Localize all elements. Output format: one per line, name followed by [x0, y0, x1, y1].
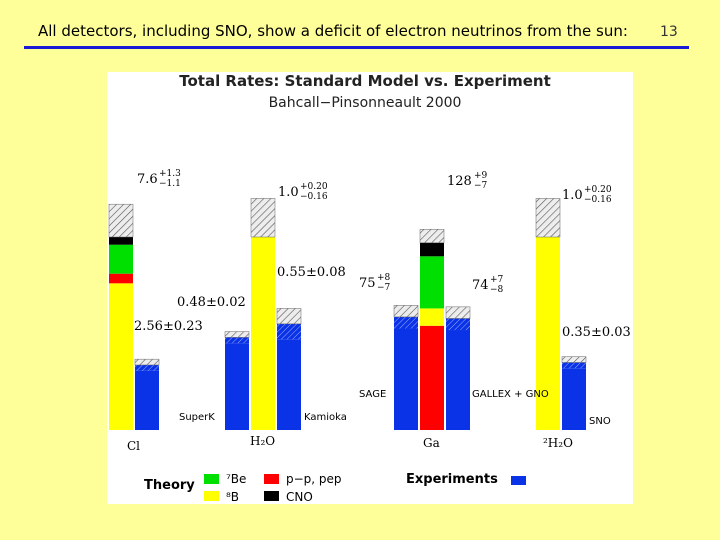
exp-err-low-1-1 [277, 323, 301, 340]
legend-swatch-cno [264, 491, 279, 501]
theory-bar-0-be7 [109, 244, 133, 274]
sage-exp-sub: −7 [377, 283, 391, 293]
h2o-theory-sup: +0.20 [300, 182, 328, 192]
cl-exp-label: 2.56±0.23 [134, 319, 203, 334]
exp-bar-2-0 [394, 328, 418, 430]
theory-bar-0-cno [109, 237, 133, 245]
legend-theory-label: Theory [144, 478, 195, 493]
legend-swatch-experiment [511, 476, 526, 485]
sno-theory-sub: −0.16 [584, 195, 612, 205]
cl-theory-sup: +1.3 [159, 169, 181, 179]
chart-panel: Total Rates: Standard Model vs. Experime… [107, 72, 633, 504]
ga-theory-sub: −7 [474, 181, 488, 191]
gallex-name-text: GALLEX + GNO [472, 389, 549, 400]
h2o-theory-sub: −0.16 [300, 192, 328, 202]
theory-bar-0-b8 [109, 283, 133, 430]
theory-bar-0-pp [109, 273, 133, 284]
ga-theory-label: 128 [447, 174, 472, 189]
exp-err-high-3-0 [561, 356, 587, 363]
legend-label-b8: ⁸B [226, 490, 239, 504]
exp-err-low-1-0 [225, 337, 249, 344]
exp-err-low-3-0 [562, 362, 586, 369]
sno-theory-label: 1.0 [562, 188, 583, 203]
cl-theory-sub: −1.1 [159, 179, 181, 189]
exp-bar-0-0 [135, 370, 159, 430]
h2o-group-label: H₂O [250, 434, 275, 448]
chart-subtitle: Bahcall−Pinsonneault 2000 [269, 95, 462, 111]
cl-group-label: Cl [127, 439, 140, 453]
legend-label-be7: ⁷Be [226, 472, 246, 486]
gallex-exp-sub: −8 [490, 285, 504, 295]
legend-experiments-label: Experiments [406, 472, 498, 487]
sno-name: SNO [589, 416, 611, 427]
sage-exp-label: 75 [359, 276, 376, 291]
page-number: 13 [660, 24, 678, 40]
theory-bar-1-b8 [251, 237, 275, 430]
exp-err-low-2-0 [394, 316, 418, 329]
gallex-exp-sup: +7 [490, 275, 504, 285]
exp-bar-1-0 [225, 343, 249, 430]
gallex-exp-label: 74 [472, 278, 489, 293]
bars-layer [108, 198, 587, 430]
legend-swatch-pp [264, 474, 279, 484]
legend: Theory ⁷Be p−p, pep ⁸B CNO Experiments [144, 472, 526, 504]
sage-exp-sup: +8 [377, 273, 391, 283]
theory-bar-2-b8 [420, 308, 444, 326]
exp-err-high-1-0 [224, 331, 250, 338]
theory-unc-3 [535, 198, 561, 238]
kamioka-exp-label: 0.55±0.08 [277, 265, 346, 280]
legend-swatch-b8 [204, 491, 219, 501]
slide-title: All detectors, including SNO, show a def… [38, 22, 628, 40]
exp-err-high-2-0 [393, 305, 419, 318]
sno-theory-sup: +0.20 [584, 185, 612, 195]
sage-name: SAGE [359, 389, 386, 400]
superk-name: SuperK [179, 412, 215, 423]
theory-bar-2-cno [420, 242, 444, 257]
labels-layer: 7.6 +1.3 −1.1 2.56±0.23 Cl 1.0 +0.20 −0.… [127, 169, 631, 453]
title-rule [24, 46, 689, 49]
theory-bar-3-b8 [536, 237, 560, 430]
chart-title: Total Rates: Standard Model vs. Experime… [179, 72, 551, 90]
chart-svg: Total Rates: Standard Model vs. Experime… [108, 72, 631, 504]
exp-err-high-1-1 [276, 308, 302, 325]
h2o-theory-label: 1.0 [278, 185, 299, 200]
cl-theory-label: 7.6 [137, 172, 158, 187]
exp-bar-1-1 [277, 339, 301, 430]
exp-err-low-2-1 [446, 318, 470, 331]
sno-group-label: ²H₂O [543, 436, 573, 450]
theory-unc-1 [250, 198, 276, 238]
exp-bar-3-0 [562, 368, 586, 430]
superk-exp-label: 0.48±0.02 [177, 295, 246, 310]
theory-unc-0 [108, 203, 134, 238]
theory-unc-2 [419, 229, 445, 244]
ga-theory-sup: +9 [474, 171, 488, 181]
exp-err-high-2-1 [445, 306, 471, 319]
exp-err-low-0-0 [135, 364, 159, 371]
sno-exp-label: 0.35±0.03 [562, 325, 631, 340]
gallex-name: GALLEX + GNO [472, 389, 549, 400]
ga-group-label: Ga [423, 436, 440, 450]
kamioka-name: Kamioka [304, 412, 347, 423]
exp-bar-2-1 [446, 330, 470, 430]
exp-err-high-0-0 [134, 358, 160, 366]
legend-swatch-be7 [204, 474, 219, 484]
cl-theory-value: 7.6 [137, 172, 158, 187]
theory-bar-2-pp [420, 325, 444, 430]
legend-label-pp: p−p, pep [286, 472, 342, 486]
legend-label-cno: CNO [286, 490, 313, 504]
theory-bar-2-be7 [420, 256, 444, 309]
